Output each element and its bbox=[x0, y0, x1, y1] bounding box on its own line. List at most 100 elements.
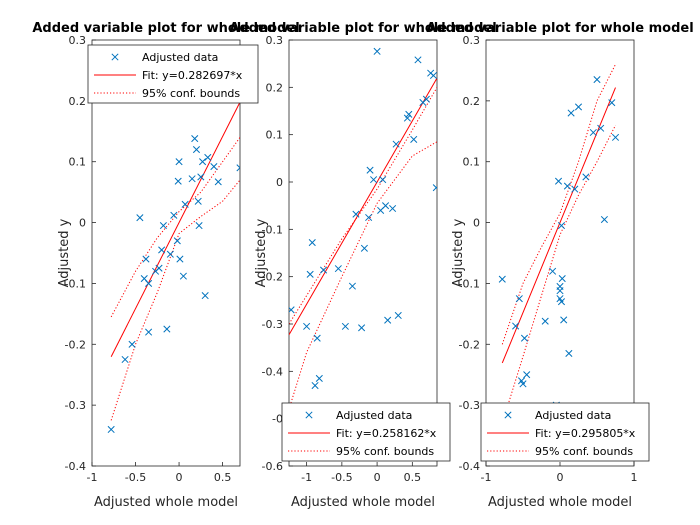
subplot-3-upper-bound bbox=[501, 64, 616, 345]
subplot-3-ytick-label: 0.1 bbox=[463, 156, 481, 169]
subplot-1-data-point bbox=[214, 178, 222, 186]
subplot-3-xlabel: Adjusted whole model bbox=[488, 495, 632, 510]
subplot-3-data-point bbox=[593, 76, 601, 84]
subplot-2-legend-label: Fit: y=0.258162*x bbox=[336, 427, 437, 440]
subplot-3-data-point-stroke bbox=[541, 317, 549, 325]
subplot-1-axes-box bbox=[91, 39, 241, 467]
subplot-2-data-point-stroke bbox=[315, 374, 323, 382]
subplot-1-data-point-stroke bbox=[195, 222, 203, 230]
subplot-1-plot-area bbox=[107, 101, 240, 434]
subplot-3-data-point bbox=[597, 124, 605, 132]
subplot-3-data-point-stroke bbox=[597, 124, 605, 132]
subplot-2-data-point bbox=[289, 306, 295, 314]
subplot-1-xtick-label: -1 bbox=[87, 471, 98, 484]
subplot-3-data-point bbox=[589, 128, 597, 137]
subplot-2-axes-box bbox=[288, 39, 438, 467]
subplot-1-data-point bbox=[166, 250, 174, 258]
subplot-2-data-point-stroke bbox=[410, 135, 418, 143]
subplot-1-data-point bbox=[159, 222, 167, 230]
subplot-3-data-point bbox=[558, 275, 566, 283]
subplot-2-data-point-stroke bbox=[384, 316, 392, 324]
subplot-1-legend-label: Fit: y=0.282697*x bbox=[142, 69, 243, 82]
subplot-3-data-point-stroke bbox=[600, 215, 608, 224]
subplot-1-ytick-label: -0.4 bbox=[65, 460, 86, 473]
subplot-2-title: Added variable plot for whole model bbox=[229, 21, 496, 36]
subplot-2-data-point bbox=[352, 210, 360, 218]
subplot-3-data-point bbox=[549, 267, 557, 275]
subplot-2-data-point bbox=[365, 213, 373, 222]
subplot-2-legend-box bbox=[281, 402, 451, 462]
subplot-3-ytick-label: 0 bbox=[473, 217, 480, 230]
subplot-2-xtick-label: 0 bbox=[374, 471, 381, 484]
subplot-2-data-point bbox=[389, 204, 397, 213]
subplot-2-data-point-stroke bbox=[311, 381, 319, 390]
subplot-1-data-point bbox=[192, 145, 201, 154]
subplot-2-data-point bbox=[429, 71, 437, 80]
subplot-1-data-point-stroke bbox=[136, 214, 144, 222]
subplot-2-xlabel: Adjusted whole model bbox=[291, 495, 435, 510]
subplot-2-ytick-label: -0 bbox=[272, 413, 283, 426]
subplot-2-xtick-label: 0.5 bbox=[404, 471, 422, 484]
subplot-1-title: Added variable plot for whole model bbox=[32, 21, 299, 36]
subplot-2-legend-label: Adjusted data bbox=[336, 409, 412, 422]
subplot-3-fit-line bbox=[501, 87, 616, 364]
subplot-2: -1 -0.5 0 0.5 -0.6 -0 -0.4 -0.3 -0.2 -0.1 0 0.1 0.2 0… bbox=[229, 21, 496, 510]
subplot-3-data-point-stroke bbox=[549, 267, 557, 275]
subplot-1-ytick-label: 0.1 bbox=[69, 156, 87, 169]
subplot-1-data-point-stroke bbox=[204, 153, 212, 162]
subplot-3-data-point bbox=[611, 133, 620, 141]
subplot-2-data-point bbox=[414, 56, 422, 64]
subplot-3-data-point-stroke bbox=[593, 76, 601, 84]
subplot-2-plot-area bbox=[289, 47, 437, 410]
subplot-2-ylabel: Adjusted y bbox=[254, 218, 269, 287]
subplot-2-data-point-stroke bbox=[319, 266, 328, 274]
subplot-3-data-point bbox=[560, 316, 568, 324]
subplot-2-ytick-label: 0.2 bbox=[266, 81, 284, 94]
subplot-1-data-point-stroke bbox=[158, 246, 166, 254]
subplot-2-data-point bbox=[306, 270, 314, 278]
subplot-3-data-point-stroke bbox=[515, 295, 523, 303]
subplot-2-fit-line bbox=[289, 77, 437, 335]
subplot-1-upper-bound bbox=[110, 137, 240, 318]
subplot-1-data-point-stroke bbox=[197, 173, 205, 181]
subplot-3-data-point bbox=[523, 371, 531, 379]
subplot-3-xtick-label: -1 bbox=[481, 471, 492, 484]
subplot-1-legend: Adjusted data Fit: y=0.282697*x 95% conf. … bbox=[87, 44, 259, 104]
subplot-1-data-point-stroke bbox=[145, 279, 153, 287]
subplot-1-lower-bound bbox=[110, 179, 240, 421]
subplot-2-data-point bbox=[348, 282, 356, 290]
subplot-3-data-point bbox=[582, 173, 590, 181]
subplot-1-data-point-stroke bbox=[175, 158, 183, 166]
subplot-1-data-point-stroke bbox=[210, 163, 218, 171]
subplot-1-data-point-stroke bbox=[188, 175, 196, 183]
subplot-1-data-point bbox=[155, 264, 163, 272]
subplot-1-data-point bbox=[197, 173, 205, 181]
subplot-2-data-point bbox=[405, 110, 413, 118]
subplot-3-data-point-stroke bbox=[560, 316, 568, 324]
subplot-1-xtick-label: 0 bbox=[176, 471, 183, 484]
subplot-2-data-point-stroke bbox=[429, 71, 437, 80]
subplot-1-ylabel: Adjusted y bbox=[57, 218, 72, 287]
subplot-2-data-point-stroke bbox=[352, 210, 360, 218]
subplot-2-data-point-stroke bbox=[394, 311, 402, 320]
subplot-2-ytick-label: -0.1 bbox=[262, 223, 283, 236]
subplot-2-data-point-stroke bbox=[306, 270, 314, 278]
subplot-3-data-point-stroke bbox=[520, 334, 529, 342]
subplot-3-data-point-stroke bbox=[519, 380, 527, 388]
subplot-3-data-point bbox=[556, 287, 564, 295]
subplot-3-title: Added variable plot for whole model bbox=[426, 21, 693, 36]
subplot-1-ytick-label: 0.2 bbox=[69, 95, 87, 108]
subplot-2-ytick-label: -0.3 bbox=[262, 318, 283, 331]
subplot-1-data-point bbox=[174, 177, 182, 185]
subplot-3-data-point-stroke bbox=[608, 99, 616, 107]
subplot-2-legend-label: 95% conf. bounds bbox=[336, 445, 434, 458]
subplot-2-data-point bbox=[313, 334, 321, 342]
subplot-1-data-point bbox=[173, 237, 181, 245]
subplot-1-data-point bbox=[145, 328, 153, 336]
subplot-1-data-point bbox=[210, 163, 218, 171]
subplot-1-ytick-label: 0 bbox=[79, 217, 86, 230]
subplot-3-data-point bbox=[565, 349, 573, 357]
subplot-2-ytick-label: 0.3 bbox=[266, 34, 284, 47]
subplot-3-data-point-stroke bbox=[582, 173, 590, 181]
